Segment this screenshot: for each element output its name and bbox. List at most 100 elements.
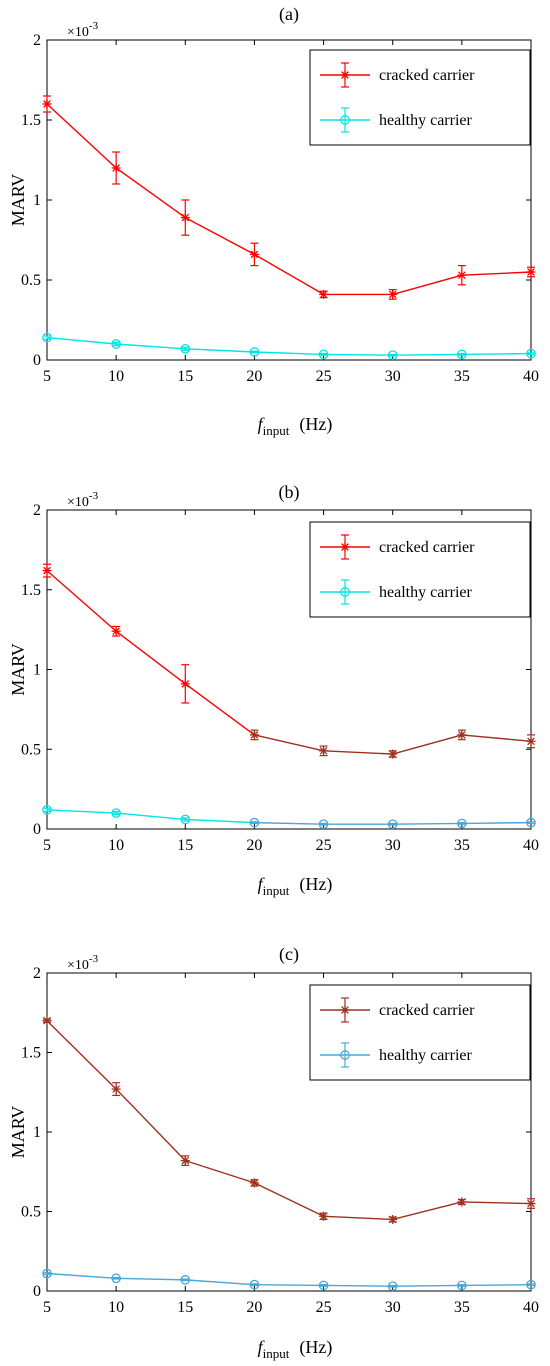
series-line-segment: [115, 1088, 186, 1162]
series-line-segment: [185, 818, 255, 824]
legend-marker: [340, 587, 350, 597]
x-tick-label: 30: [385, 1299, 401, 1316]
x-tick-label: 20: [246, 1299, 262, 1316]
series-line-segment: [116, 812, 186, 821]
y-tick-label: 0.5: [21, 1204, 41, 1221]
data-point-d2: [388, 1215, 397, 1224]
data-point-d2: [319, 290, 328, 299]
series-line-segment: [115, 630, 186, 685]
data-point: [526, 348, 536, 359]
legend-marker-d2: [341, 71, 349, 79]
series-healthy: [42, 805, 536, 830]
series-healthy: [42, 1268, 536, 1292]
data-point: [111, 339, 121, 349]
data-point: [42, 332, 52, 343]
legend: cracked carrier healthy carrier: [309, 49, 531, 146]
y-exponent: ×10-3: [67, 490, 99, 510]
legend-label: cracked carrier: [379, 67, 475, 84]
data-point-d2: [527, 737, 535, 746]
series-line-segment: [116, 1277, 186, 1281]
x-axis-label-sub: input: [263, 1346, 290, 1361]
legend-box: [309, 49, 531, 146]
x-tick-label: 10: [108, 837, 124, 854]
legend: cracked carrier healthy carrier: [309, 521, 531, 618]
data-point: [457, 1280, 467, 1291]
data-point-d2: [181, 213, 190, 222]
data-point-d2: [527, 1199, 535, 1208]
x-tick-label: 25: [316, 1299, 332, 1316]
series-line-segment: [461, 271, 532, 276]
x-axis-label-main: f: [258, 874, 266, 894]
x-tick-label: 10: [108, 1299, 124, 1316]
data-point: [318, 1280, 329, 1291]
x-tick-label: 5: [43, 837, 51, 854]
legend-marker: [340, 115, 350, 125]
y-axis-label: MARV: [8, 643, 28, 696]
legend-label: cracked carrier: [379, 1002, 475, 1019]
x-tick-label: 40: [523, 368, 539, 385]
series-line-segment: [392, 734, 463, 755]
y-tick-label: 0: [33, 821, 41, 838]
data-point: [111, 1273, 121, 1284]
x-tick-label: 35: [454, 837, 470, 854]
data-point: [180, 1275, 191, 1285]
x-tick-label: 5: [43, 1299, 51, 1316]
y-tick-label: 0: [33, 352, 41, 369]
data-point: [457, 349, 467, 360]
x-axis-label: finput (Hz): [258, 1337, 333, 1361]
y-exponent-power: -3: [89, 490, 99, 502]
series-line-segment: [392, 1284, 462, 1287]
data-point-d2: [43, 100, 51, 108]
y-tick-label: 2: [33, 32, 41, 49]
series-line-segment: [461, 734, 532, 742]
data-point-d2: [43, 1016, 51, 1025]
x-tick-label: 40: [523, 837, 539, 854]
legend: cracked carrier healthy carrier: [309, 984, 531, 1081]
data-point-d2: [250, 250, 259, 259]
chart-3: (c) 5 10 15 20 25 30 35 40 0 0.5 1 1.5 2 ×10-3 MARV finp…: [8, 944, 539, 1361]
data-point-d2: [458, 271, 466, 280]
x-tick-label: 20: [246, 837, 262, 854]
series-line-segment: [392, 1201, 463, 1221]
series-line-segment: [254, 821, 324, 825]
y-tick-label: 0.5: [21, 741, 41, 758]
x-tick-label: 15: [177, 837, 193, 854]
data-point-d2: [112, 1085, 120, 1093]
data-point: [180, 343, 191, 354]
series-line-segment: [323, 1215, 393, 1221]
series-line-segment: [46, 1272, 117, 1279]
series-line-segment: [184, 216, 255, 256]
y-exponent: ×10-3: [67, 953, 99, 973]
y-axis-label: MARV: [8, 174, 28, 227]
chart-2: (b) 5 10 15 20 25 30 35 40 0 0.5 1 1.5 2 ×10-3 MARV finp…: [8, 482, 539, 898]
data-point-d2: [319, 747, 328, 755]
series-line-segment: [185, 348, 255, 353]
legend-label: healthy carrier: [379, 112, 473, 129]
y-exponent-power: -3: [89, 20, 99, 32]
x-tick-label: 30: [385, 368, 401, 385]
x-axis-label-sub: input: [263, 883, 290, 898]
x-tick-label: 5: [43, 368, 51, 385]
series-line-segment: [254, 253, 324, 296]
series-line-segment: [185, 1159, 255, 1184]
data-point: [387, 350, 398, 361]
series-line-segment: [116, 343, 186, 350]
series-line-segment: [185, 1279, 255, 1286]
x-axis-label-main: f: [258, 414, 266, 434]
data-point-d2: [43, 566, 51, 575]
data-point-d2: [319, 1212, 328, 1221]
series-line-segment: [184, 683, 255, 736]
series-line-segment: [323, 750, 393, 755]
x-axis-label: finput (Hz): [258, 414, 333, 438]
data-point-d2: [250, 1179, 259, 1187]
data-point-d2: [388, 750, 397, 758]
legend-box: [309, 521, 531, 618]
series-line-segment: [254, 1182, 324, 1217]
data-point: [318, 819, 329, 830]
chart-title: (a): [279, 4, 299, 25]
chart-1: (a) 5 10 15 20 25 30 35 40 0 0.5 1 1.5 2 ×10-3 MARV finp…: [8, 4, 539, 438]
y-tick-label: 2: [33, 502, 41, 519]
series-line-segment: [46, 103, 117, 169]
series-line-segment: [254, 734, 324, 752]
